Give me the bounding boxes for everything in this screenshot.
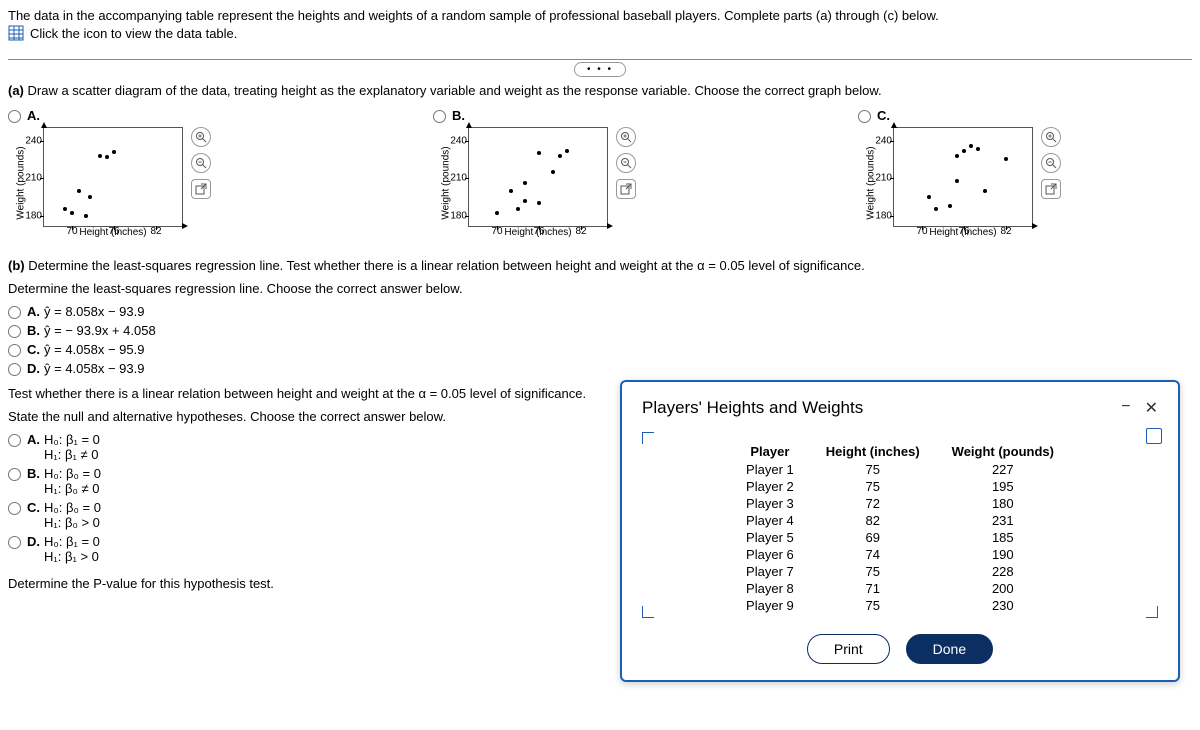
reg-option-d-radio[interactable] (8, 363, 21, 376)
close-icon[interactable]: ✕ (1145, 398, 1158, 418)
part-a-prompt: (a) Draw a scatter diagram of the data, … (8, 83, 1192, 98)
table-header: Player (730, 442, 810, 461)
open-external-icon[interactable] (616, 179, 636, 199)
chart-c-label: C. (877, 108, 1033, 123)
reg-option-b-label: B.ŷ = − 93.9x + 4.058 (27, 323, 156, 338)
done-button[interactable]: Done (906, 634, 993, 664)
table-header: Height (inches) (810, 442, 936, 461)
intro-text: The data in the accompanying table repre… (8, 8, 1192, 23)
open-external-icon[interactable] (1041, 179, 1061, 199)
table-row: Player 674190 (730, 546, 1070, 563)
chart-a-label: A. (27, 108, 183, 123)
zoom-in-icon[interactable] (616, 127, 636, 147)
zoom-out-icon[interactable] (616, 153, 636, 173)
zoom-out-icon[interactable] (1041, 153, 1061, 173)
table-row: Player 275195 (730, 478, 1070, 495)
zoom-in-icon[interactable] (1041, 127, 1061, 147)
hyp-option-b-radio[interactable] (8, 468, 21, 481)
hyp-option-a-radio[interactable] (8, 434, 21, 447)
zoom-out-icon[interactable] (191, 153, 211, 173)
expand-button[interactable]: • • • (574, 62, 626, 77)
zoom-in-icon[interactable] (191, 127, 211, 147)
hyp-option-d-radio[interactable] (8, 536, 21, 549)
hyp-option-c-radio[interactable] (8, 502, 21, 515)
open-external-icon[interactable] (191, 179, 211, 199)
reg-option-b-radio[interactable] (8, 325, 21, 338)
minimize-icon[interactable]: − (1121, 398, 1130, 418)
table-row: Player 975230 (730, 597, 1070, 614)
hyp-option-c-label: C.H₀: β₀ = 0H₁: β₀ > 0 (27, 500, 101, 530)
data-table-link[interactable]: Click the icon to view the data table. (8, 25, 1192, 41)
reg-option-c-label: C.ŷ = 4.058x − 95.9 (27, 342, 144, 357)
copy-icon[interactable] (1146, 428, 1162, 444)
data-table-link-text: Click the icon to view the data table. (30, 26, 237, 41)
hyp-option-b-label: B.H₀: β₀ = 0H₁: β₀ ≠ 0 (27, 466, 101, 496)
reg-option-a-label: A.ŷ = 8.058x − 93.9 (27, 304, 144, 319)
table-icon (8, 25, 24, 41)
separator (8, 59, 1192, 60)
print-button[interactable]: Print (807, 634, 890, 664)
hyp-option-a-label: A.H₀: β₁ = 0H₁: β₁ ≠ 0 (27, 432, 100, 462)
table-row: Player 775228 (730, 563, 1070, 580)
chart-b-label: B. (452, 108, 608, 123)
table-row: Player 372180 (730, 495, 1070, 512)
option-b-radio[interactable] (433, 110, 446, 123)
chart-a: 180210240707682 (43, 127, 183, 227)
table-header: Weight (pounds) (936, 442, 1070, 461)
option-a-radio[interactable] (8, 110, 21, 123)
chart-b: 180210240707682 (468, 127, 608, 227)
option-c-radio[interactable] (858, 110, 871, 123)
data-popup: Players' Heights and Weights − ✕ PlayerH… (620, 380, 1180, 682)
reg-option-c-radio[interactable] (8, 344, 21, 357)
chart-c: 180210240707682 (893, 127, 1033, 227)
popup-title: Players' Heights and Weights (642, 398, 863, 418)
part-b-prompt: (b) Determine the least-squares regressi… (8, 258, 1192, 273)
data-table: PlayerHeight (inches)Weight (pounds) Pla… (730, 442, 1070, 614)
table-row: Player 175227 (730, 461, 1070, 478)
hyp-option-d-label: D.H₀: β₁ = 0H₁: β₁ > 0 (27, 534, 100, 564)
part-b-sub1: Determine the least-squares regression l… (8, 281, 1192, 296)
data-table-container: PlayerHeight (inches)Weight (pounds) Pla… (642, 432, 1158, 618)
reg-option-a-radio[interactable] (8, 306, 21, 319)
table-row: Player 569185 (730, 529, 1070, 546)
table-row: Player 482231 (730, 512, 1070, 529)
table-row: Player 871200 (730, 580, 1070, 597)
reg-option-d-label: D.ŷ = 4.058x − 93.9 (27, 361, 144, 376)
